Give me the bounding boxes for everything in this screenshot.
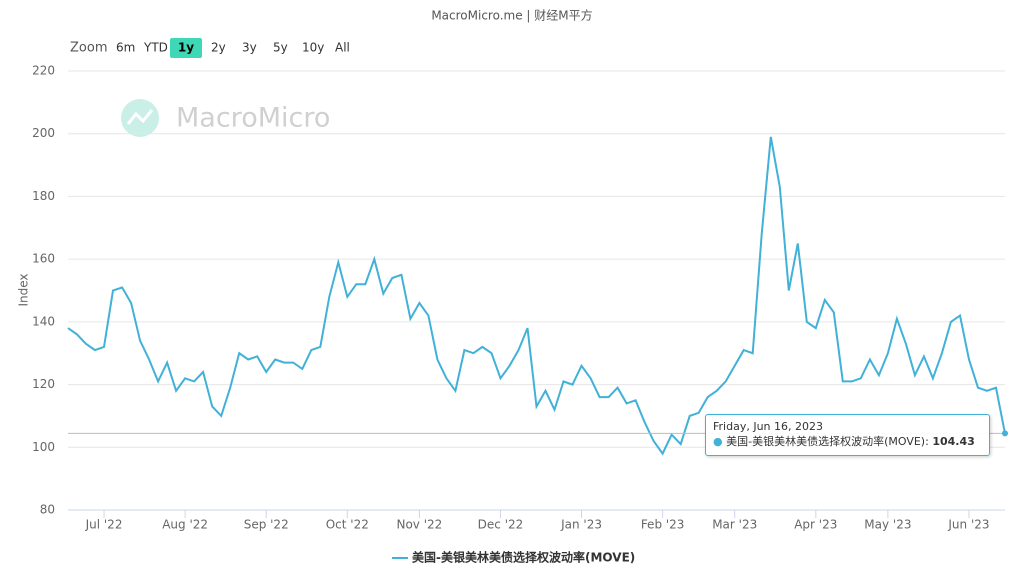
x-tick-label: Jul '22: [85, 518, 123, 532]
tooltip-series: 美国-美银美林美债选择权波动率(MOVE): [726, 435, 929, 448]
line: [67, 136, 1006, 456]
x-tick-label: Oct '22: [326, 518, 369, 532]
x-tick-label: Apr '23: [794, 518, 837, 532]
tooltip-value: 104.43: [932, 435, 975, 448]
header-title: MacroMicro.me | 财经M平方: [431, 8, 592, 23]
y-tick-label: 200: [32, 126, 55, 140]
x-tick-label: Jan '23: [560, 518, 602, 532]
tooltip: Friday, Jun 16, 2023 ● 美国-美银美林美债选择权波动率(M…: [705, 414, 990, 456]
range-button[interactable]: 2y: [211, 41, 226, 55]
legend-label[interactable]: 美国-美银美林美债选择权波动率(MOVE): [412, 550, 635, 565]
x-tick-label: Nov '22: [396, 518, 442, 532]
y-tick-label: 80: [40, 503, 55, 517]
range-button[interactable]: 6m: [116, 41, 135, 55]
x-tick-label: Mar '23: [712, 518, 757, 532]
range-button[interactable]: YTD: [143, 41, 168, 55]
x-tick-label: Dec '22: [478, 518, 524, 532]
y-tick-label: 100: [32, 440, 55, 454]
x-tick-label: Sep '22: [244, 518, 289, 532]
watermark: MacroMicro: [176, 103, 330, 134]
range-button[interactable]: 10y: [302, 41, 324, 55]
zoom-label: Zoom: [70, 41, 107, 56]
tooltip-row: ● 美国-美银美林美债选择权波动率(MOVE) 104.43: [713, 433, 982, 449]
range-button[interactable]: 5y: [273, 41, 288, 55]
y-tick-label: 220: [32, 64, 55, 78]
watermark-logo-icon: [126, 109, 154, 125]
range-button[interactable]: All: [335, 41, 350, 55]
y-tick-label: 180: [32, 189, 55, 203]
y-axis-title: Index: [17, 273, 31, 306]
tooltip-date: Friday, Jun 16, 2023: [713, 420, 823, 433]
x-tick-label: May '23: [864, 518, 911, 532]
x-tick-label: Jun '23: [947, 518, 989, 532]
x-tick-label: Feb '23: [641, 518, 685, 532]
hover-point: [1002, 430, 1008, 437]
y-tick-label: 160: [32, 252, 55, 266]
y-tick-label: 120: [32, 377, 55, 391]
range-button[interactable]: 1y: [178, 41, 194, 55]
y-tick-label: 140: [32, 314, 55, 328]
range-button-bg[interactable]: [170, 38, 202, 58]
x-tick-label: Aug '22: [162, 518, 208, 532]
range-button[interactable]: 3y: [242, 41, 257, 55]
